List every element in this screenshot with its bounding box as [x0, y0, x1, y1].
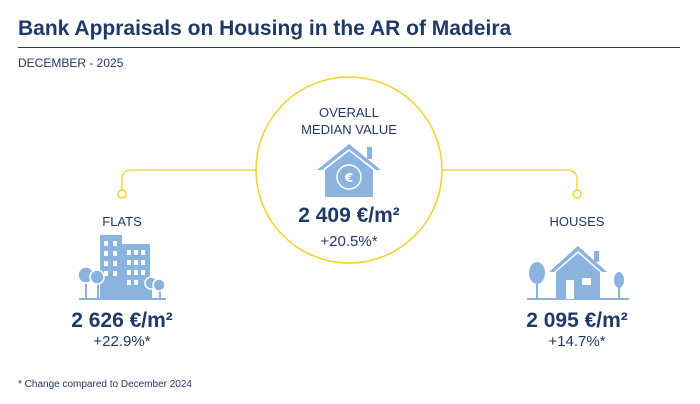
flats-connector-dot [117, 189, 127, 199]
overall-change: +20.5%* [320, 233, 378, 250]
overall-label-line1: OVERALL [319, 105, 379, 120]
houses-label: HOUSES [549, 214, 605, 229]
house-with-trees-icon [527, 246, 629, 300]
flats-change: +22.9%* [93, 333, 151, 350]
period-subtitle: DECEMBER - 2025 [18, 56, 124, 70]
houses-change: +14.7%* [548, 333, 606, 350]
house-euro-icon: € [317, 144, 381, 197]
overall-value: 2 409 €/m² [298, 204, 400, 227]
svg-text:€: € [344, 171, 353, 185]
apartment-buildings-icon [77, 235, 166, 300]
title-divider [18, 47, 680, 48]
page-title: Bank Appraisals on Housing in the AR of … [18, 17, 512, 40]
connector-lines [121, 169, 578, 190]
houses-value: 2 095 €/m² [526, 309, 628, 332]
houses-connector-dot [572, 189, 582, 199]
flats-value: 2 626 €/m² [71, 309, 173, 332]
overall-label-line2: MEDIAN VALUE [301, 122, 397, 137]
footnote: * Change compared to December 2024 [18, 379, 192, 390]
flats-label: FLATS [102, 214, 142, 229]
